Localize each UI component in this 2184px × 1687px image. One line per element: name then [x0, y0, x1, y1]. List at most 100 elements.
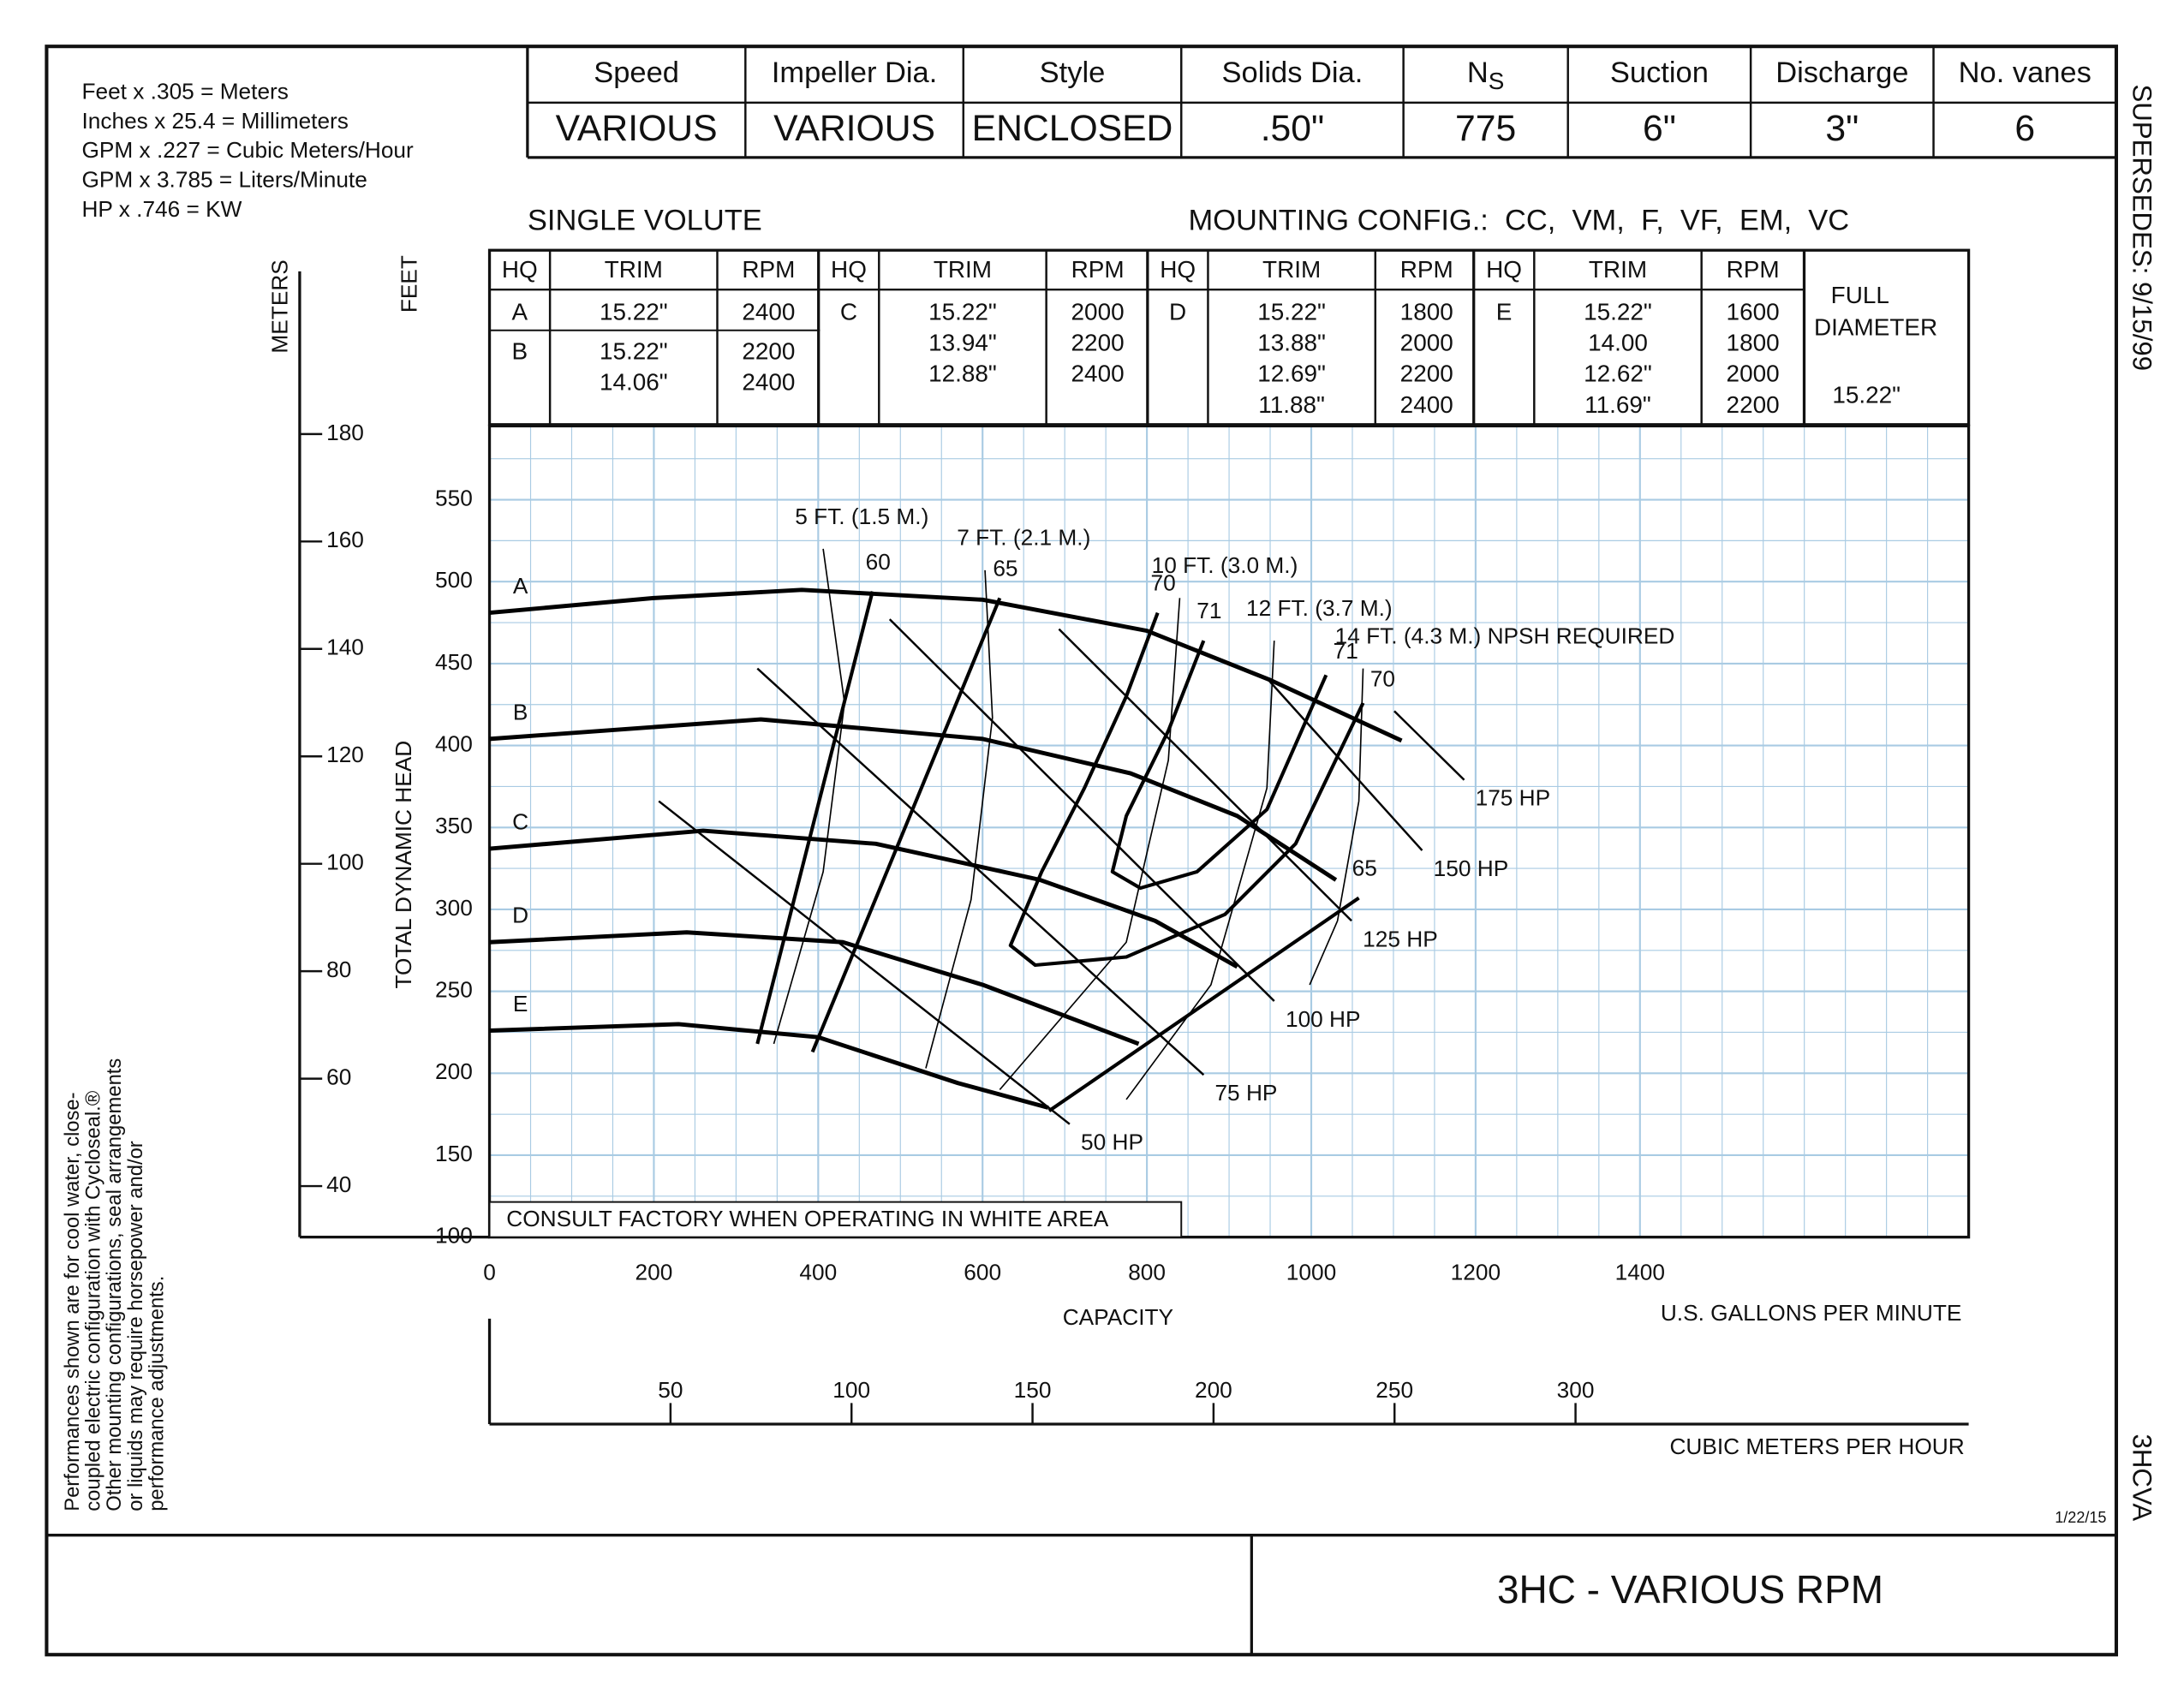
trim-diameter: 15.22": [600, 337, 668, 364]
horsepower-label: 150 HP: [1434, 855, 1509, 881]
spec-header: Suction: [1610, 57, 1709, 89]
meters-tick-label: 120: [326, 742, 364, 767]
y-tick-label: 450: [435, 649, 473, 675]
trim-table-header: TRIM: [1262, 256, 1321, 283]
revision-date: 1/22/15: [2055, 1509, 2106, 1526]
meters-tick-label: 60: [326, 1064, 351, 1090]
trim-rpm: 2200: [1727, 391, 1780, 418]
efficiency-label: 65: [1352, 855, 1377, 881]
efficiency-curve: [1008, 611, 1365, 968]
spec-header-main: N: [1467, 57, 1489, 89]
trim-diameter: 12.69": [1257, 361, 1326, 387]
npsh-curve: [773, 548, 845, 1045]
horsepower-label: 100 HP: [1286, 1006, 1361, 1032]
x-tick-label: 1000: [1286, 1259, 1336, 1285]
trim-rpm: 2400: [742, 369, 795, 396]
trim-table-header: RPM: [1727, 256, 1780, 283]
spec-header-subscript: S: [1489, 68, 1505, 94]
note-box: [488, 1201, 1183, 1238]
trim-table-header: HQ: [831, 256, 867, 283]
trim-table-header: TRIM: [605, 256, 663, 283]
npsh-label: 5 FT. (1.5 M.): [795, 504, 928, 529]
head-capacity-curve: [489, 930, 1140, 1046]
trim-diameter: 15.22": [1257, 298, 1326, 325]
efficiency-curve: [810, 597, 1002, 1053]
conversion-note: HP x .746 = KW: [81, 196, 242, 222]
trim-rpm: 2200: [742, 337, 795, 364]
meters-tick-label: 160: [326, 527, 364, 552]
horsepower-label: 125 HP: [1363, 926, 1438, 951]
x-tick-label: 800: [1128, 1259, 1166, 1285]
meters-tick-label: 140: [326, 635, 364, 660]
meters-tick-label: 80: [326, 957, 351, 982]
trim-diameter: 11.88": [1258, 391, 1325, 418]
npsh-label: 14 FT. (4.3 M.) NPSH REQUIRED: [1335, 623, 1675, 648]
head-capacity-curve: [489, 717, 1338, 882]
x-tick-label: 1200: [1451, 1259, 1501, 1285]
spec-header: Discharge: [1775, 57, 1908, 89]
m3-tick-label: 100: [832, 1377, 870, 1403]
full-diameter: 15.22": [1832, 381, 1901, 408]
horsepower-line: [1393, 710, 1465, 781]
trim-table-header: TRIM: [1589, 256, 1647, 283]
trim-diameter: 12.88": [928, 361, 997, 387]
x2-axis-title: CUBIC METERS PER HOUR: [1669, 1434, 1964, 1459]
trim-table-header: HQ: [1160, 256, 1196, 283]
efficiency-label: 70: [1151, 570, 1176, 596]
efficiency-curve: [1047, 896, 1360, 1112]
m3-tick-label: 150: [1014, 1377, 1052, 1403]
y-tick-label: 550: [435, 485, 473, 510]
trim-hq: D: [1169, 298, 1186, 325]
spec-value: VARIOUS: [773, 108, 935, 149]
m3-tick-label: 300: [1557, 1377, 1595, 1403]
trim-rpm: 2400: [1400, 391, 1453, 418]
y-axis-unit: FEET: [397, 255, 422, 313]
trim-rpm: 2400: [1071, 361, 1125, 387]
spec-value: 775: [1455, 108, 1516, 149]
y-tick-label: 350: [435, 813, 473, 838]
spec-value: .50": [1261, 108, 1324, 149]
head-capacity-curve: [489, 828, 1238, 969]
trim-diameter: 13.88": [1257, 330, 1326, 356]
trim-diameter: 12.62": [1584, 361, 1652, 387]
meters-tick-label: 100: [326, 849, 364, 875]
drawing-code: 3HCVA: [2127, 1434, 2157, 1522]
sheet-frame: [45, 45, 2119, 1657]
trim-diameter: 15.22": [600, 298, 668, 325]
spec-header: Solids Dia.: [1222, 57, 1364, 89]
head-capacity-curve: [489, 1022, 1049, 1110]
curve-label: A: [513, 573, 528, 599]
horsepower-label: 75 HP: [1214, 1080, 1277, 1106]
y-tick-label: 400: [435, 731, 473, 757]
efficiency-label: 71: [1334, 638, 1358, 664]
x-axis-title: CAPACITY: [1063, 1304, 1173, 1330]
y-tick-label: 150: [435, 1141, 473, 1166]
trim-diameter: 11.69": [1584, 391, 1651, 418]
disclaimer-line: coupled electric configuration with Cycl…: [82, 1090, 105, 1511]
x-axis-unit: U.S. GALLONS PER MINUTE: [1661, 1300, 1962, 1326]
disclaimer-line: Other mounting configurations, seal arra…: [103, 1058, 126, 1511]
trim-rpm: 1800: [1727, 330, 1780, 356]
efficiency-label: 60: [866, 549, 891, 575]
npsh-label: 12 FT. (3.7 M.): [1246, 595, 1393, 621]
x-tick-label: 200: [636, 1259, 673, 1285]
trim-hq: B: [512, 337, 528, 364]
drawing-title: 3HC - VARIOUS RPM: [1497, 1567, 1883, 1612]
full-diameter-label: FULL: [1831, 282, 1889, 308]
m3-tick-label: 50: [658, 1377, 683, 1403]
npsh-label: 10 FT. (3.0 M.): [1152, 552, 1298, 578]
curve-label: B: [513, 699, 528, 724]
spec-header: No. vanes: [1959, 57, 2092, 89]
y-tick-label: 300: [435, 895, 473, 921]
spec-value: ENCLOSED: [972, 108, 1173, 149]
horsepower-line: [1058, 628, 1352, 922]
npsh-curve: [925, 569, 994, 1069]
y-tick-label: 200: [435, 1058, 473, 1084]
trim-rpm: 2200: [1071, 330, 1125, 356]
m3-tick-label: 250: [1375, 1377, 1413, 1403]
trim-table-header: HQ: [1486, 256, 1522, 283]
x-tick-label: 400: [799, 1259, 837, 1285]
operating-note: CONSULT FACTORY WHEN OPERATING IN WHITE …: [506, 1206, 1109, 1231]
y-tick-label: 500: [435, 567, 473, 593]
